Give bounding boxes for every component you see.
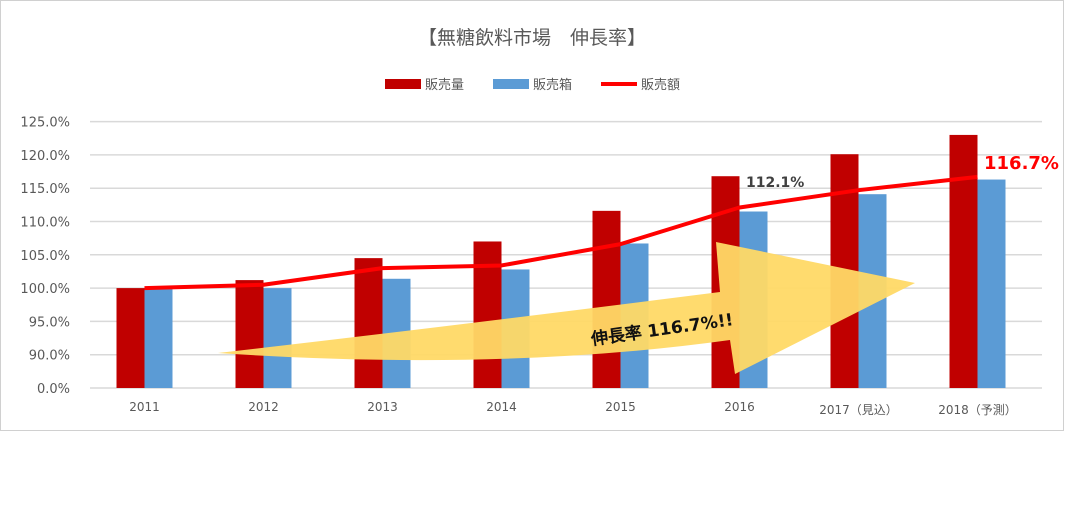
label-2018: 116.7% — [984, 153, 1059, 174]
y-axis-ticks: 0.0% 90.0% 95.0% 100.0% 105.0% 110.0% 115.0% 12… — [20, 116, 70, 397]
x-tick-label: 2014 — [486, 400, 517, 414]
legend-label: 販売額 — [641, 77, 680, 93]
y-tick-label: 105.0% — [20, 249, 70, 264]
bar-販売箱-2012 — [263, 288, 292, 388]
x-tick-label: 2017（見込） — [819, 403, 898, 417]
x-tick-label: 2013 — [367, 400, 398, 414]
label-2016: 112.1% — [746, 175, 804, 191]
legend-swatch — [385, 79, 421, 89]
y-tick-label: 120.0% — [20, 149, 70, 164]
x-tick-label: 2012 — [248, 400, 279, 414]
legend-label: 販売箱 — [533, 77, 572, 93]
x-tick-label: 2016 — [724, 400, 755, 414]
bar-販売箱-2011 — [144, 288, 173, 388]
y-tick-label: 0.0% — [37, 382, 70, 397]
bar-販売量-2013 — [354, 258, 383, 388]
chart-frame — [0, 0, 1064, 431]
x-tick-label: 2018（予測） — [938, 403, 1017, 417]
bar-販売量-2014 — [473, 241, 502, 388]
bar-販売箱-2018（予測） — [977, 179, 1006, 388]
x-tick-label: 2015 — [605, 400, 636, 414]
x-tick-label: 2011 — [129, 400, 160, 414]
bar-販売量-2015 — [592, 210, 621, 388]
line-販売額 — [144, 174, 978, 291]
y-tick-label: 110.0% — [20, 216, 70, 231]
legend-swatch — [493, 79, 529, 89]
chart-title: 【無糖飲料市場 伸長率】 — [418, 27, 646, 49]
arrow-shape — [218, 242, 915, 374]
line-series — [144, 174, 978, 291]
y-tick-label: 115.0% — [20, 182, 70, 197]
y-tick-label: 90.0% — [29, 349, 70, 364]
y-tick-label: 125.0% — [20, 116, 70, 131]
bar-販売量-2018（予測） — [949, 134, 978, 388]
legend: 販売量 販売箱 販売額 — [385, 77, 680, 93]
bar-販売量-2012 — [235, 280, 264, 388]
y-tick-label: 95.0% — [29, 315, 70, 330]
legend-label: 販売量 — [425, 77, 464, 93]
y-tick-label: 100.0% — [20, 282, 70, 297]
x-axis-ticks: 2011 2012 2013 2014 2015 2016 2017（見込） 2018（予測） — [129, 400, 1017, 417]
bar-販売量-2011 — [116, 288, 145, 388]
